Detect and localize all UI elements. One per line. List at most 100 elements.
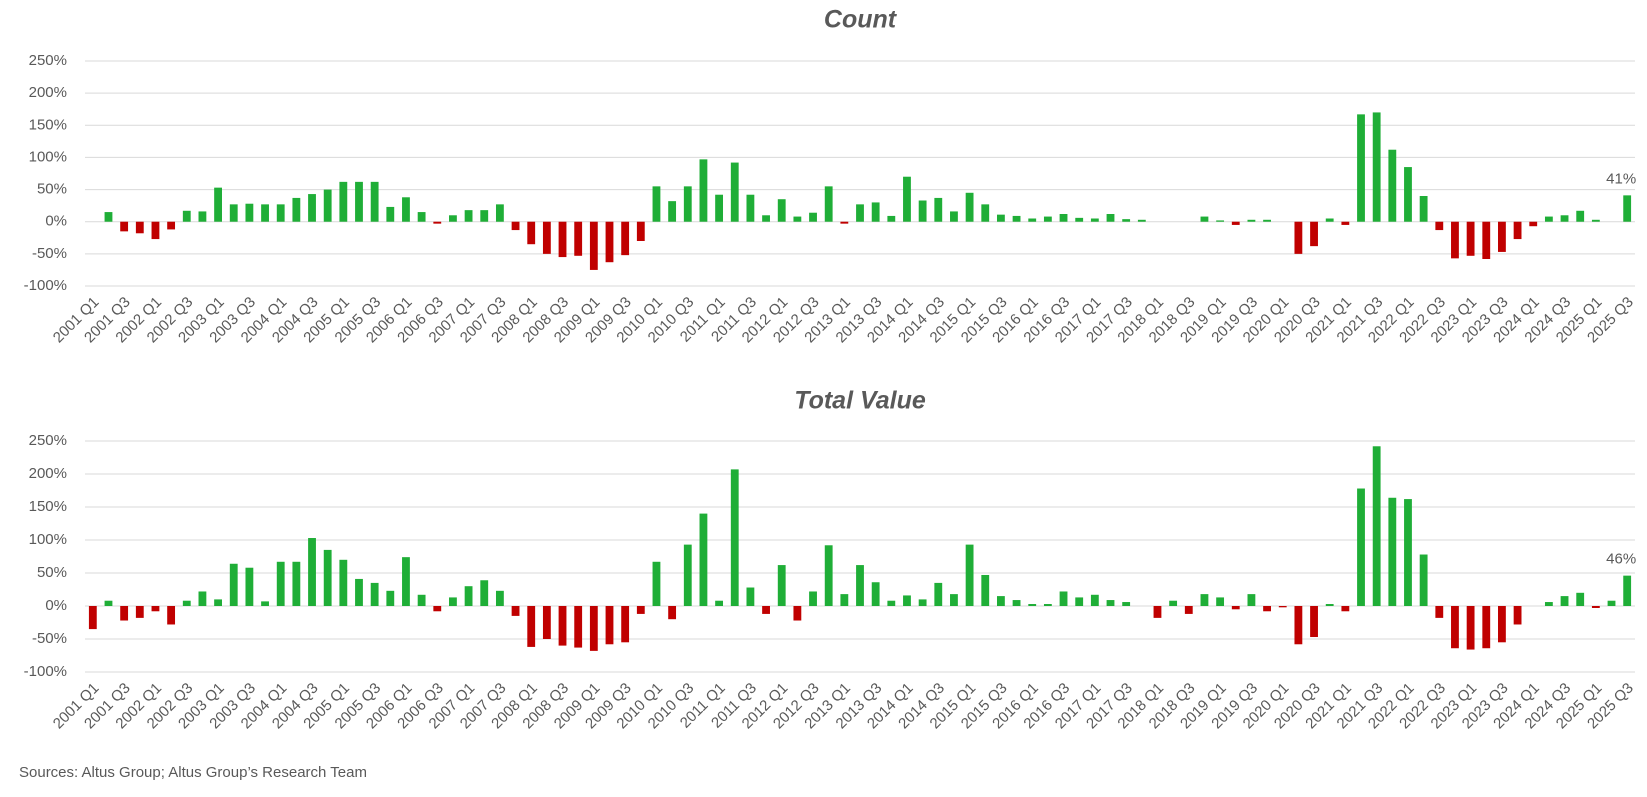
y-tick-label: 100% [29, 531, 67, 548]
bar [715, 194, 724, 222]
bar [542, 221, 551, 254]
bar [120, 606, 129, 621]
bar [229, 563, 238, 606]
y-tick-label: 50% [37, 564, 67, 581]
bar [1435, 606, 1444, 618]
bar [762, 215, 770, 222]
bar [1169, 600, 1178, 606]
bar [856, 565, 864, 606]
bar [887, 215, 896, 222]
y-tick-label: -50% [32, 630, 67, 647]
bar [1153, 606, 1162, 618]
bar [449, 597, 457, 606]
bar [1122, 219, 1131, 222]
bar [1435, 221, 1444, 231]
bar [182, 210, 191, 222]
bar [214, 599, 222, 606]
bar [1466, 221, 1475, 256]
bar [636, 606, 645, 614]
data-label: 41% [1606, 170, 1636, 187]
y-tick-label: -100% [24, 663, 67, 680]
bar [339, 181, 348, 222]
bar [1419, 554, 1428, 606]
bar [730, 469, 739, 606]
bar [965, 192, 974, 222]
bar [1529, 221, 1538, 227]
bar [1419, 196, 1428, 222]
bar [605, 606, 614, 645]
bar [918, 200, 927, 222]
bar [1028, 604, 1037, 606]
bar [355, 181, 363, 222]
bar [1466, 606, 1475, 650]
bar [135, 606, 144, 618]
bar [1106, 214, 1115, 222]
bar [261, 601, 269, 606]
bar [1451, 606, 1459, 649]
bar [1372, 446, 1381, 606]
bar [1247, 219, 1256, 222]
bar [965, 544, 974, 606]
bar [261, 204, 269, 222]
bar [1560, 596, 1569, 606]
bar [699, 159, 708, 222]
y-tick-label: 200% [29, 465, 67, 482]
bar [1247, 594, 1256, 606]
bar [104, 212, 113, 222]
bar [1404, 167, 1412, 222]
bar [292, 197, 301, 222]
chart-title: Count [824, 6, 898, 34]
bar [871, 202, 880, 222]
bar [323, 189, 332, 222]
bar [574, 221, 583, 256]
bar [636, 221, 645, 241]
bar [1607, 600, 1616, 606]
bar [323, 549, 332, 606]
bar [1090, 594, 1099, 606]
bar [1200, 594, 1209, 606]
y-tick-label: 250% [29, 432, 67, 449]
bar [903, 176, 911, 222]
y-tick-label: 0% [45, 213, 67, 230]
bar [1075, 597, 1084, 606]
bar [1372, 112, 1381, 222]
bar [840, 221, 849, 224]
bar [1028, 218, 1037, 222]
y-tick-label: -50% [32, 245, 67, 262]
bar [1591, 606, 1600, 608]
bar [276, 561, 285, 606]
bar [605, 221, 614, 263]
bar [1310, 221, 1318, 247]
bar [950, 211, 958, 222]
bar [1576, 210, 1585, 222]
bar [981, 574, 990, 606]
bar [229, 204, 238, 222]
bar [746, 194, 755, 222]
bar [1623, 195, 1632, 222]
bar [355, 578, 363, 606]
bar [1388, 497, 1397, 606]
bar [1263, 219, 1271, 222]
bar [1231, 606, 1240, 610]
bar [777, 565, 786, 606]
bar [433, 221, 442, 224]
bar [1513, 606, 1522, 625]
bar [1059, 591, 1068, 606]
bar [871, 582, 880, 606]
bar [856, 204, 864, 222]
bar [1325, 604, 1334, 606]
bar [1294, 221, 1303, 254]
y-tick-label: 150% [29, 498, 67, 515]
bar [1184, 606, 1193, 614]
y-tick-label: 250% [29, 52, 67, 69]
bar [668, 201, 677, 222]
bar [1216, 220, 1225, 222]
bar [1075, 217, 1084, 222]
bar [1043, 216, 1052, 222]
bar [1122, 602, 1131, 606]
bar [1341, 221, 1350, 225]
bar [1576, 592, 1585, 606]
bar [527, 606, 536, 647]
bar [683, 544, 692, 606]
